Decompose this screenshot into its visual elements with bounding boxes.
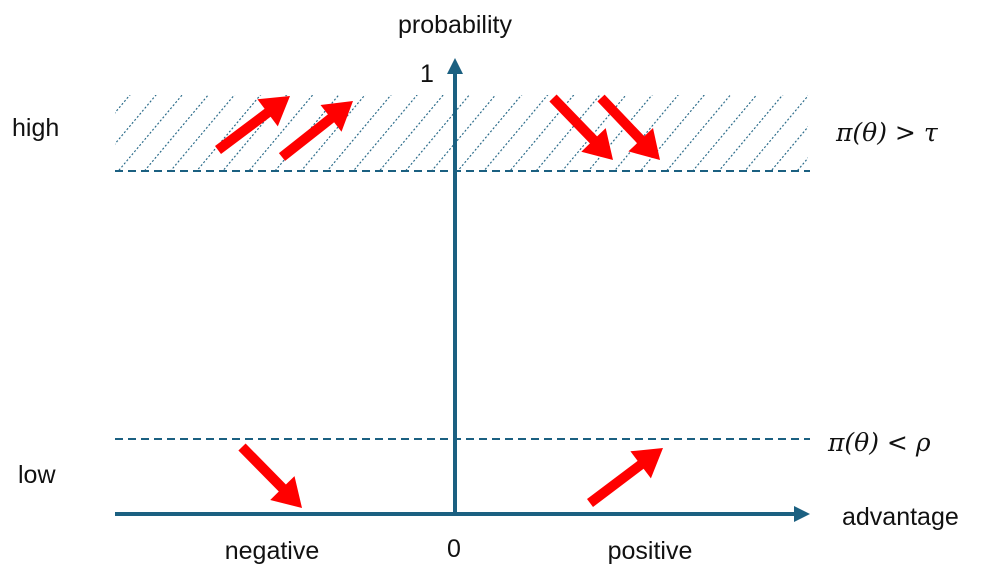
arrow-low-negative bbox=[238, 443, 302, 508]
y-axis-title: probability bbox=[398, 11, 512, 39]
update-arrows bbox=[215, 94, 663, 508]
y-axis bbox=[447, 58, 463, 514]
high-label: high bbox=[12, 114, 59, 142]
arrow-high-positive-2 bbox=[597, 94, 660, 160]
x-axis-title: advantage bbox=[842, 503, 959, 531]
arrow-high-positive-1 bbox=[549, 94, 613, 160]
positive-label: positive bbox=[608, 537, 693, 565]
arrow-low-positive bbox=[587, 448, 663, 507]
negative-label: negative bbox=[225, 537, 320, 565]
arrow-high-negative-2 bbox=[278, 101, 353, 161]
high-probability-region bbox=[115, 95, 808, 170]
x-axis bbox=[115, 506, 810, 522]
y-top-tick-label: 1 bbox=[420, 60, 434, 88]
x-axis-arrowhead bbox=[794, 506, 810, 522]
upper-threshold-label: π(θ) > τ bbox=[835, 118, 939, 147]
lower-threshold-label: π(θ) < ρ bbox=[827, 428, 931, 457]
low-label: low bbox=[18, 461, 56, 489]
origin-tick-label: 0 bbox=[447, 535, 461, 563]
y-axis-arrowhead bbox=[447, 58, 463, 74]
arrow-high-negative-1 bbox=[215, 96, 290, 154]
